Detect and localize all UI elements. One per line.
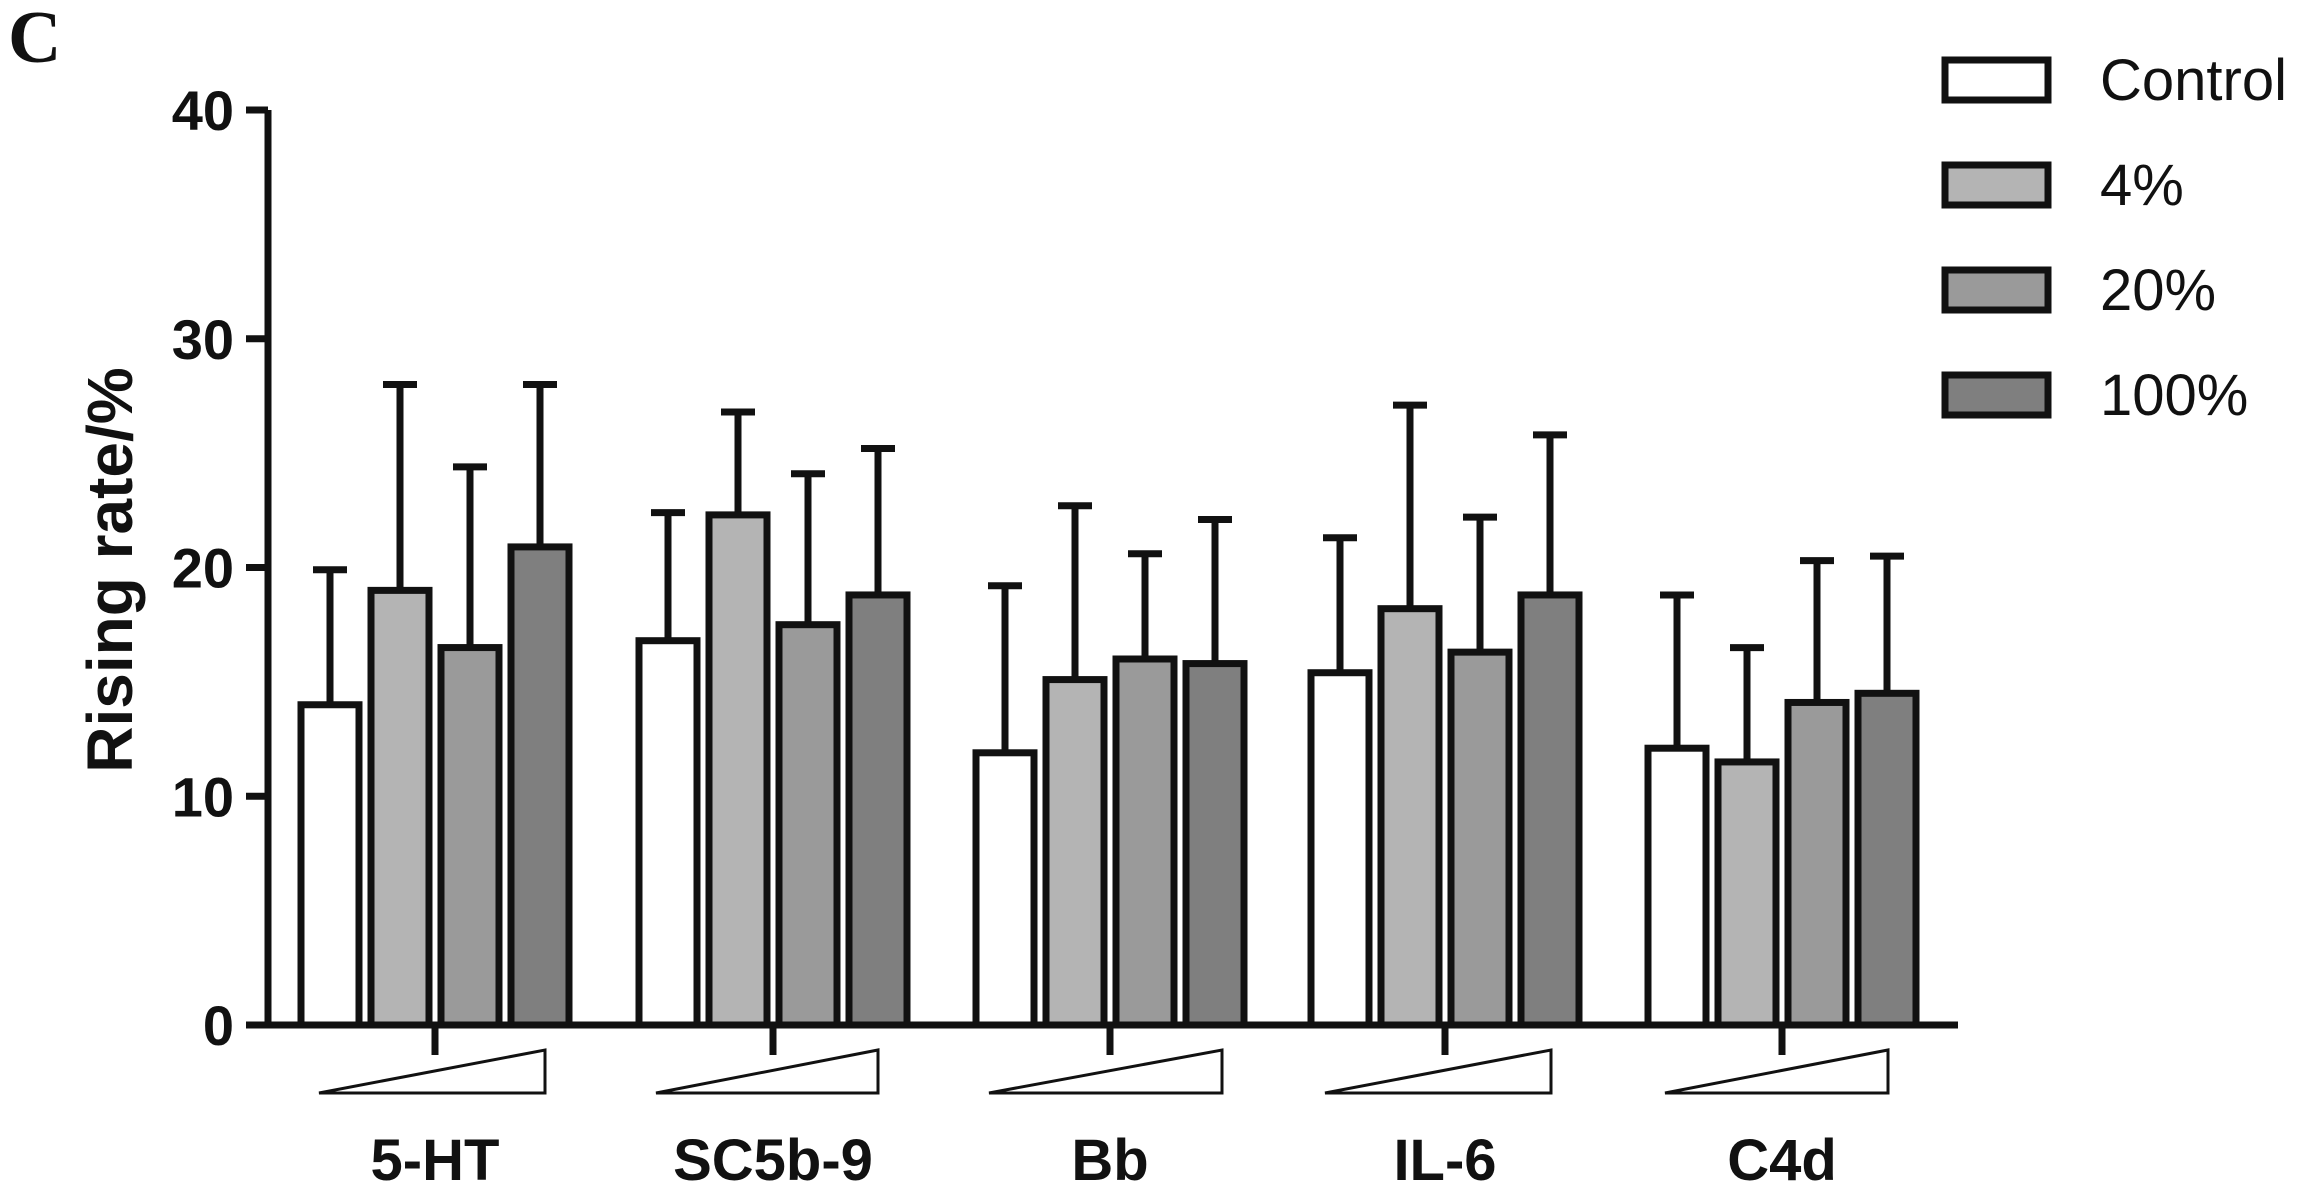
bar — [1112, 655, 1178, 1029]
bar — [507, 543, 573, 1029]
legend-label: Control — [2100, 48, 2287, 113]
bar — [367, 586, 433, 1029]
bar — [1714, 758, 1780, 1029]
bar — [972, 749, 1038, 1029]
panel-label: C — [8, 0, 61, 79]
y-tick-label: 20 — [172, 537, 234, 600]
bar — [775, 621, 841, 1029]
y-tick-label: 10 — [172, 765, 234, 828]
bar — [705, 511, 771, 1029]
y-tick-label: 0 — [203, 994, 234, 1057]
bar — [1307, 669, 1373, 1029]
legend-swatch — [1941, 371, 2052, 419]
concentration-wedge — [1664, 1048, 1890, 1095]
legend-swatch — [1941, 56, 2052, 104]
concentration-wedge — [655, 1048, 880, 1095]
concentration-wedge — [988, 1048, 1224, 1095]
bar — [1042, 676, 1108, 1029]
legend-swatch — [1941, 161, 2052, 209]
legend-label: 100% — [2100, 363, 2248, 428]
bar — [1854, 689, 1920, 1029]
bar — [437, 644, 503, 1029]
axes-layer: 0 10 20 30 40 5-HT SC5b-9 Bb IL-6 C4d Rising rate/… — [74, 79, 1958, 1193]
x-category-label: C4d — [1727, 1128, 1837, 1193]
bar — [845, 591, 911, 1029]
bar — [1377, 605, 1443, 1029]
y-tick-label: 30 — [172, 308, 234, 371]
legend-label: 4% — [2100, 153, 2184, 218]
legend-swatch — [1941, 266, 2052, 314]
bar — [1517, 591, 1583, 1029]
bars-layer — [297, 381, 1920, 1029]
bar — [635, 637, 701, 1029]
x-category-label: 5-HT — [371, 1128, 500, 1193]
x-category-label: SC5b-9 — [673, 1128, 873, 1193]
bar — [1644, 744, 1710, 1029]
concentration-wedge — [1324, 1048, 1553, 1095]
legend-label: 20% — [2100, 258, 2216, 323]
legend: Control 4% 20% 100% — [1941, 48, 2287, 428]
bar — [1447, 648, 1513, 1029]
bar — [1182, 660, 1248, 1029]
x-category-label: Bb — [1071, 1128, 1148, 1193]
bar — [297, 701, 363, 1029]
concentration-wedge — [318, 1048, 547, 1095]
x-category-label: IL-6 — [1393, 1128, 1496, 1193]
bar — [1784, 698, 1850, 1029]
y-tick-label: 40 — [172, 79, 234, 142]
y-axis-title: Rising rate/% — [74, 367, 146, 772]
